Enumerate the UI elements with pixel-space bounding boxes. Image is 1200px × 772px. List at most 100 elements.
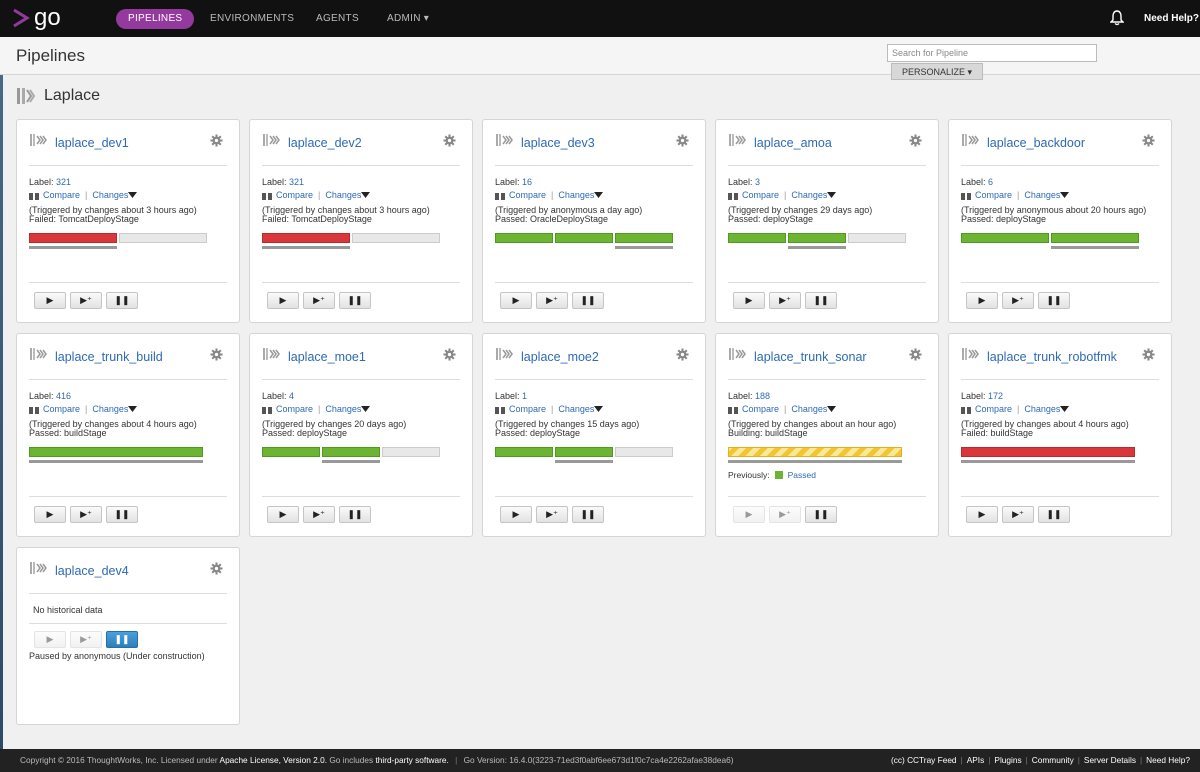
pipeline-name-link[interactable]: laplace_amoa: [754, 135, 832, 150]
personalize-button[interactable]: PERSONALIZE ▾: [891, 63, 983, 80]
trigger-button[interactable]: ▶: [500, 506, 532, 523]
footer-link[interactable]: Community: [1031, 755, 1074, 765]
changes-link[interactable]: Changes: [558, 404, 595, 414]
stage-passed[interactable]: [788, 233, 846, 243]
gear-icon[interactable]: [909, 348, 922, 366]
pipeline-name-link[interactable]: laplace_backdoor: [987, 135, 1085, 150]
changes-link[interactable]: Changes: [325, 404, 362, 414]
trigger-button[interactable]: ▶: [267, 506, 299, 523]
footer-link[interactable]: (cc) CCTray Feed: [890, 755, 957, 765]
trigger-button[interactable]: ▶: [34, 292, 66, 309]
pipeline-name-link[interactable]: laplace_dev2: [288, 135, 362, 150]
chevron-down-icon[interactable]: [361, 190, 371, 200]
footer-link[interactable]: Plugins: [994, 755, 1022, 765]
pipeline-name-link[interactable]: laplace_trunk_sonar: [754, 349, 867, 364]
trigger-with-options-button[interactable]: ▶⁺: [769, 292, 801, 309]
bell-icon[interactable]: [1110, 10, 1124, 26]
chevron-down-icon[interactable]: [827, 404, 837, 414]
stage-unknown[interactable]: [382, 447, 440, 457]
stage-passed[interactable]: [322, 447, 380, 457]
stage-passed[interactable]: [555, 233, 613, 243]
label-value[interactable]: 3: [755, 177, 761, 187]
compare-link[interactable]: Compare: [43, 404, 81, 414]
stage-passed[interactable]: [495, 233, 553, 243]
need-help-link[interactable]: Need Help?: [1144, 13, 1200, 24]
compare-link[interactable]: Compare: [276, 190, 314, 200]
pause-button[interactable]: ❚❚: [339, 292, 371, 309]
pipeline-name-link[interactable]: laplace_dev4: [55, 563, 129, 578]
gear-icon[interactable]: [909, 134, 922, 152]
compare-link[interactable]: Compare: [742, 190, 780, 200]
stage-unknown[interactable]: [615, 447, 673, 457]
pipeline-name-link[interactable]: laplace_trunk_robotfmk: [987, 349, 1117, 364]
chevron-down-icon[interactable]: [594, 190, 604, 200]
license-link[interactable]: Apache License, Version 2.0.: [219, 755, 328, 765]
stage-unknown[interactable]: [119, 233, 207, 243]
stage-passed[interactable]: [555, 447, 613, 457]
label-value[interactable]: 1: [522, 391, 528, 401]
compare-link[interactable]: Compare: [742, 404, 780, 414]
changes-link[interactable]: Changes: [92, 404, 129, 414]
pipeline-name-link[interactable]: laplace_dev1: [55, 135, 129, 150]
stage-passed[interactable]: [495, 447, 553, 457]
chevron-down-icon[interactable]: [361, 404, 371, 414]
changes-link[interactable]: Changes: [558, 190, 595, 200]
compare-link[interactable]: Compare: [975, 404, 1013, 414]
nav-environments[interactable]: ENVIRONMENTS: [210, 13, 295, 24]
pause-button[interactable]: ❚❚: [106, 506, 138, 523]
gear-icon[interactable]: [210, 562, 223, 580]
chevron-down-icon[interactable]: [827, 190, 837, 200]
trigger-with-options-button[interactable]: ▶⁺: [70, 631, 102, 648]
trigger-button[interactable]: ▶: [34, 631, 66, 648]
stage-unknown[interactable]: [352, 233, 440, 243]
changes-link[interactable]: Changes: [1024, 404, 1061, 414]
trigger-with-options-button[interactable]: ▶⁺: [303, 506, 335, 523]
third-party-link[interactable]: third-party software.: [375, 755, 449, 765]
stage-failed[interactable]: [961, 447, 1135, 457]
stage-passed[interactable]: [29, 447, 203, 457]
stage-passed[interactable]: [1051, 233, 1139, 243]
pipeline-name-link[interactable]: laplace_moe1: [288, 349, 366, 364]
trigger-button[interactable]: ▶: [500, 292, 532, 309]
search-input[interactable]: [887, 44, 1097, 62]
nav-admin[interactable]: ADMIN ▾: [387, 13, 430, 24]
trigger-with-options-button[interactable]: ▶⁺: [303, 292, 335, 309]
gear-icon[interactable]: [443, 134, 456, 152]
unpause-button[interactable]: ❚❚: [106, 631, 138, 648]
changes-link[interactable]: Changes: [325, 190, 362, 200]
pipeline-name-link[interactable]: laplace_trunk_build: [55, 349, 163, 364]
label-value[interactable]: 416: [56, 391, 72, 401]
chevron-down-icon[interactable]: [128, 404, 138, 414]
label-value[interactable]: 188: [755, 391, 771, 401]
label-value[interactable]: 4: [289, 391, 295, 401]
label-value[interactable]: 321: [289, 177, 305, 187]
chevron-down-icon[interactable]: [594, 404, 604, 414]
go-logo[interactable]: go: [12, 6, 61, 30]
trigger-button[interactable]: ▶: [733, 506, 765, 523]
pause-button[interactable]: ❚❚: [1038, 292, 1070, 309]
trigger-button[interactable]: ▶: [267, 292, 299, 309]
trigger-with-options-button[interactable]: ▶⁺: [536, 506, 568, 523]
stage-passed[interactable]: [615, 233, 673, 243]
changes-link[interactable]: Changes: [1024, 190, 1061, 200]
trigger-button[interactable]: ▶: [34, 506, 66, 523]
trigger-with-options-button[interactable]: ▶⁺: [1002, 506, 1034, 523]
stage-failed[interactable]: [29, 233, 117, 243]
label-value[interactable]: 172: [988, 391, 1004, 401]
changes-link[interactable]: Changes: [92, 190, 129, 200]
label-value[interactable]: 16: [522, 177, 533, 187]
gear-icon[interactable]: [676, 134, 689, 152]
gear-icon[interactable]: [1142, 348, 1155, 366]
stage-passed[interactable]: [728, 233, 786, 243]
footer-link[interactable]: Server Details: [1083, 755, 1137, 765]
pipeline-name-link[interactable]: laplace_moe2: [521, 349, 599, 364]
chevron-down-icon[interactable]: [128, 190, 138, 200]
label-value[interactable]: 6: [988, 177, 994, 187]
stage-unknown[interactable]: [848, 233, 906, 243]
pause-button[interactable]: ❚❚: [572, 506, 604, 523]
nav-pipelines[interactable]: PIPELINES: [116, 9, 195, 29]
trigger-button[interactable]: ▶: [966, 506, 998, 523]
stage-passed[interactable]: [961, 233, 1049, 243]
pause-button[interactable]: ❚❚: [339, 506, 371, 523]
pipeline-name-link[interactable]: laplace_dev3: [521, 135, 595, 150]
